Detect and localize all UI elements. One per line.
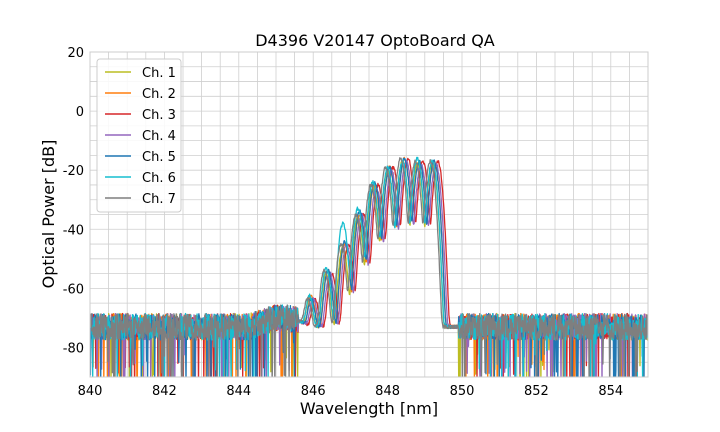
legend-label: Ch. 3 [142, 108, 176, 123]
x-axis-label: Wavelength [nm] [300, 399, 438, 418]
legend-label: Ch. 1 [142, 66, 176, 81]
x-tick-label: 854 [598, 384, 623, 399]
legend: Ch. 1 Ch. 2 Ch. 3 Ch. 4 Ch. 5 Ch. 6 Ch. 7 [96, 58, 182, 213]
y-tick-label: -20 [63, 164, 84, 179]
y-tick-labels: -80 -60 -40 -20 0 20 [63, 46, 84, 356]
legend-label: Ch. 5 [142, 150, 176, 165]
series-line-7 [90, 157, 648, 377]
x-tick-label: 852 [524, 384, 549, 399]
y-tick-label: 20 [67, 46, 84, 61]
x-tick-labels: 840 842 844 846 848 850 852 854 [78, 384, 624, 399]
legend-label: Ch. 2 [142, 87, 176, 102]
y-tick-label: -80 [63, 341, 84, 356]
x-tick-label: 850 [450, 384, 475, 399]
y-tick-label: -60 [63, 282, 84, 297]
x-tick-label: 842 [152, 384, 177, 399]
chart-title: D4396 V20147 OptoBoard QA [255, 31, 495, 50]
legend-label: Ch. 4 [142, 129, 176, 144]
plot-frame [89, 51, 649, 378]
y-tick-label: 0 [76, 105, 84, 120]
legend-label: Ch. 6 [142, 171, 176, 186]
series-lines [90, 156, 648, 377]
y-tick-label: -40 [63, 223, 84, 238]
y-axis-label: Optical Power [dB] [39, 140, 58, 289]
x-tick-label: 846 [301, 384, 326, 399]
legend-label: Ch. 7 [142, 192, 176, 207]
legend-box [96, 58, 182, 213]
x-tick-label: 840 [78, 384, 103, 399]
x-tick-label: 844 [226, 384, 251, 399]
x-tick-label: 848 [375, 384, 400, 399]
